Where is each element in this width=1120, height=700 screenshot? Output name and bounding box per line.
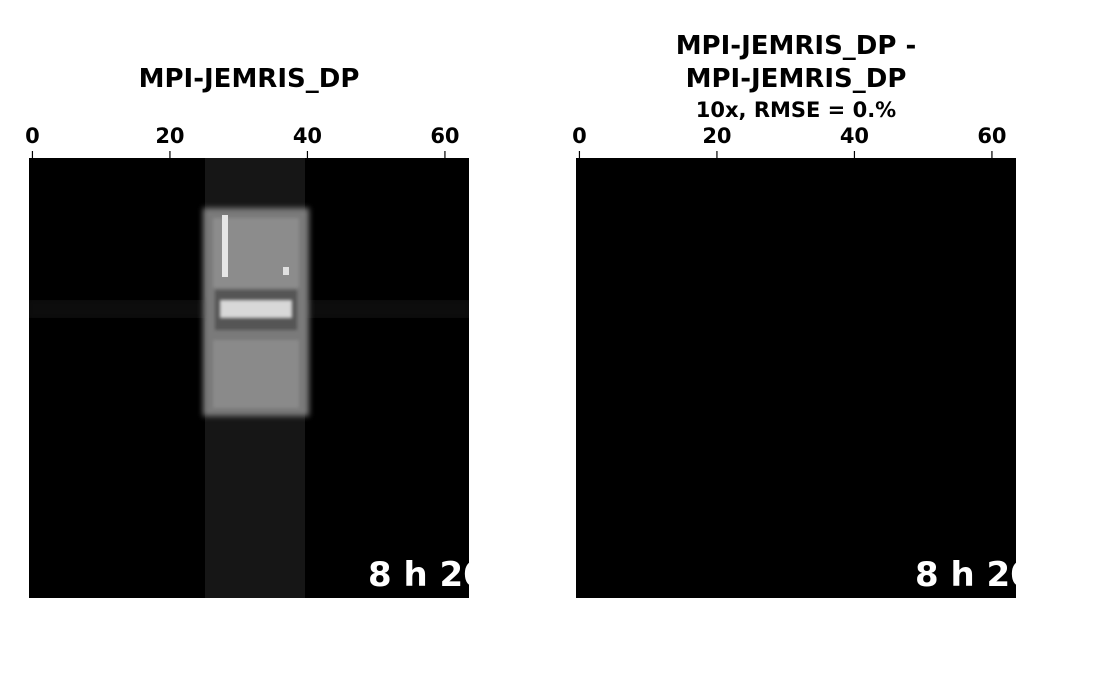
image-background — [576, 158, 1016, 598]
x-tick-label: 20 — [702, 124, 731, 148]
panel-title: MPI-JEMRIS_DP — [139, 64, 360, 94]
x-tick-label: 60 — [430, 124, 459, 148]
panel-title: MPI-JEMRIS_DP — [686, 64, 907, 94]
x-tick-label: 0 — [25, 124, 40, 148]
x-tick-label: 0 — [572, 124, 587, 148]
annotation: 8 h 20 — [368, 555, 487, 595]
panel: 0 20 40 60 MPI-JEMRIS_DP 8 h 20 — [25, 64, 487, 598]
phantom-line — [222, 215, 228, 277]
panel-title: MPI-JEMRIS_DP - — [676, 31, 917, 61]
x-tick-label: 60 — [977, 124, 1006, 148]
annotation: 8 h 20 — [915, 555, 1034, 595]
annotation-clip: 8 h 20 — [915, 555, 1034, 595]
image — [29, 158, 469, 598]
x-tick-label: 40 — [840, 124, 869, 148]
x-tick-label: 40 — [293, 124, 322, 148]
x-tick-label: 20 — [155, 124, 184, 148]
phantom-band — [220, 300, 292, 318]
panel-subtitle: 10x, RMSE = 0.% — [696, 98, 896, 122]
panel: 0 20 40 60 MPI-JEMRIS_DP -MPI-JEMRIS_DP 10x, … — [572, 31, 1034, 598]
phantom-bottom — [213, 340, 299, 408]
phantom-dot — [283, 267, 289, 275]
annotation-clip: 8 h 20 — [368, 555, 487, 595]
